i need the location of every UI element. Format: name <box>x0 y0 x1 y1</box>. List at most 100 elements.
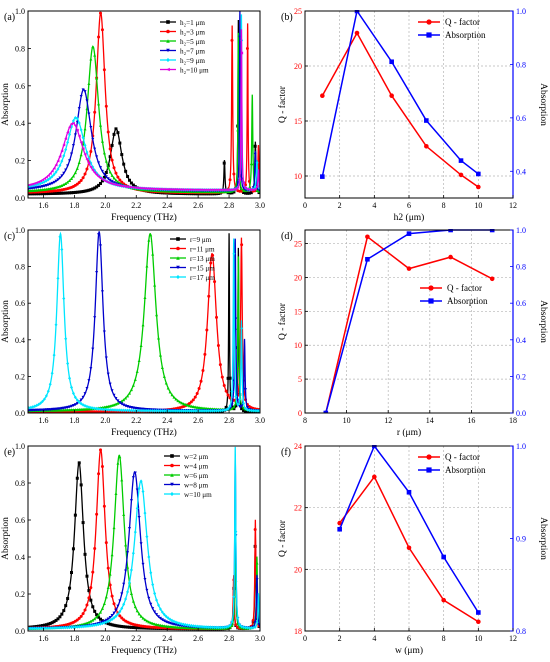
data-point <box>164 624 168 628</box>
data-point <box>104 618 108 622</box>
x-tick-label: 8 <box>303 416 307 425</box>
data-point <box>44 192 48 196</box>
data-point <box>64 191 68 195</box>
data-point <box>110 180 114 184</box>
data-point <box>135 369 139 373</box>
data-point <box>218 363 222 367</box>
series-r=17 μm <box>28 231 260 413</box>
data-point <box>155 313 159 317</box>
data-point <box>186 409 189 413</box>
data-point <box>120 180 124 184</box>
data-point <box>118 401 122 405</box>
data-point <box>151 607 155 611</box>
data-point <box>60 174 64 178</box>
data-point <box>365 256 370 262</box>
data-point <box>145 588 149 592</box>
y-tick-label: 0.6 <box>15 516 25 525</box>
data-point <box>245 46 249 50</box>
data-point <box>189 623 193 628</box>
data-point <box>222 408 226 412</box>
legend-marker <box>170 491 174 497</box>
legend-label: Absorption <box>445 30 486 40</box>
data-point <box>68 586 72 590</box>
data-point <box>46 408 50 412</box>
data-point <box>77 181 81 185</box>
data-point <box>118 141 122 145</box>
data-point <box>189 404 193 408</box>
data-point <box>172 625 176 629</box>
data-point <box>242 625 246 630</box>
data-point <box>257 165 260 169</box>
data-point <box>108 170 112 174</box>
data-point <box>68 191 72 195</box>
data-point <box>155 598 159 602</box>
data-point <box>126 551 130 555</box>
data-point <box>253 620 257 624</box>
data-point <box>29 192 33 196</box>
data-point <box>240 243 244 247</box>
data-point <box>52 626 56 630</box>
data-point <box>232 594 236 599</box>
data-point <box>97 102 101 106</box>
data-point <box>79 140 83 144</box>
data-point <box>126 590 130 594</box>
data-point <box>337 526 342 532</box>
data-point <box>114 183 118 187</box>
data-point <box>137 186 141 190</box>
data-point <box>162 619 166 623</box>
data-point <box>120 184 124 188</box>
data-point <box>71 391 75 396</box>
data-point <box>77 134 81 138</box>
data-point <box>60 191 64 195</box>
data-point <box>64 406 68 410</box>
series-w=10 μm <box>28 446 260 631</box>
legend-marker <box>166 57 170 63</box>
data-point <box>147 187 151 191</box>
data-point <box>240 187 244 191</box>
data-point <box>155 622 159 626</box>
data-point <box>157 623 160 627</box>
data-point <box>81 395 85 399</box>
y-right-tick-label: 0.9 <box>516 535 526 544</box>
x-tick-label: 2.2 <box>131 201 141 210</box>
data-point <box>77 461 81 465</box>
data-point <box>33 186 37 190</box>
x-tick-label: 6 <box>407 201 411 210</box>
data-point <box>79 624 83 629</box>
data-point <box>46 192 50 196</box>
data-point <box>139 614 143 618</box>
data-point <box>42 184 46 188</box>
legend-label: r=17 μm <box>190 274 215 282</box>
series-line <box>28 454 260 630</box>
data-point <box>184 403 188 407</box>
data-point <box>199 406 203 410</box>
data-point <box>114 171 118 175</box>
data-point <box>247 408 251 413</box>
legend-marker <box>166 20 170 24</box>
data-point <box>85 624 89 628</box>
data-point <box>68 405 72 409</box>
data-point <box>54 407 58 411</box>
data-point <box>85 167 89 171</box>
legend-label: h₂=1 μm <box>180 19 205 27</box>
data-point <box>95 622 99 627</box>
data-point <box>145 534 149 539</box>
series-line <box>28 454 260 629</box>
panel-a: 1.6 1.8 2.0 2.2 2.4 2.6 2.8 3.0 0.0 0.2 0.4 0.6 0.8 1… <box>1 7 265 223</box>
data-point <box>131 551 135 556</box>
data-point <box>95 512 99 516</box>
data-point <box>135 186 139 190</box>
plot-area <box>323 229 495 413</box>
x-tick-label: 10 <box>474 634 482 643</box>
data-point <box>83 90 87 94</box>
data-point <box>143 626 147 630</box>
panel-label: (b) <box>281 12 293 23</box>
data-point <box>62 296 66 301</box>
data-point <box>83 143 87 148</box>
data-point <box>83 189 87 193</box>
panel-label: (c) <box>4 231 15 242</box>
data-point <box>145 408 149 413</box>
series-line <box>28 19 260 195</box>
data-point <box>232 405 236 409</box>
x-tick-label: 12 <box>509 201 517 210</box>
